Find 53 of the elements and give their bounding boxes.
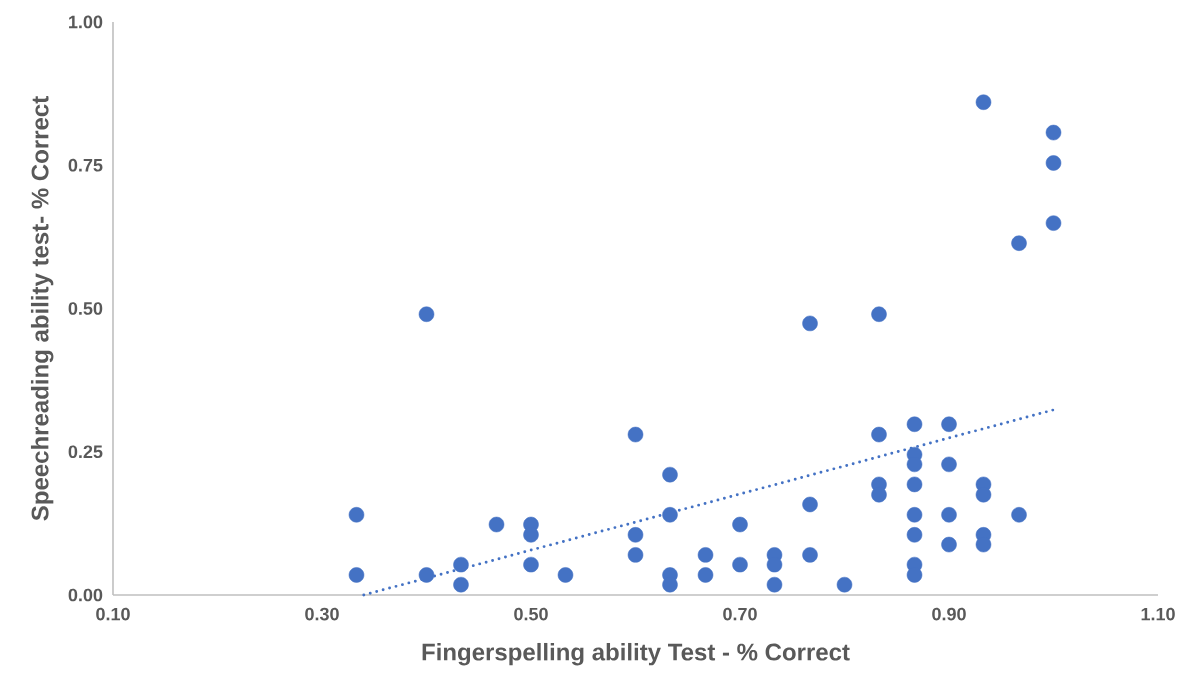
point	[523, 527, 539, 543]
point	[941, 416, 957, 432]
y-tick-label: 0.00	[68, 588, 103, 602]
point	[732, 516, 748, 533]
point	[1045, 215, 1062, 231]
point	[906, 527, 923, 543]
x-tick-label: 0.30	[305, 607, 339, 621]
point	[941, 507, 957, 523]
point	[662, 466, 678, 483]
point	[348, 507, 365, 523]
x-axis-title: Fingerspelling ability Test - % Correct	[422, 642, 850, 666]
point	[488, 516, 505, 533]
point	[802, 496, 818, 513]
point	[871, 426, 887, 443]
point	[453, 556, 469, 573]
y-tick-label: 0.50	[68, 302, 103, 315]
x-tick-label: 0.90	[932, 607, 966, 621]
x-tick-label: 1.10	[1141, 607, 1175, 621]
point	[941, 536, 957, 553]
point	[627, 547, 644, 563]
point	[975, 94, 992, 110]
point	[627, 426, 644, 443]
point	[906, 507, 923, 523]
y-tick-label: 0.25	[68, 445, 103, 459]
point	[836, 576, 853, 593]
point	[1045, 155, 1062, 171]
x-tick-label: 0.70	[723, 607, 757, 621]
point	[627, 527, 644, 543]
point	[1011, 235, 1027, 251]
x-tick-label: 0.10	[96, 607, 130, 621]
point	[941, 456, 957, 473]
point	[418, 567, 435, 583]
point	[453, 576, 469, 593]
point	[732, 556, 748, 573]
point	[802, 547, 818, 563]
x-tick-label: 0.50	[514, 607, 548, 621]
y-tick-label: 1.00	[69, 15, 103, 29]
point	[348, 567, 365, 583]
y-axis-title: Speechreading ability test- % Correct	[30, 96, 54, 521]
point	[1045, 124, 1062, 141]
point	[766, 576, 783, 593]
point	[523, 556, 539, 573]
point	[1011, 507, 1027, 523]
point	[906, 416, 923, 432]
point	[662, 507, 678, 523]
point	[697, 567, 714, 583]
point	[906, 476, 923, 493]
point	[871, 306, 887, 322]
point	[418, 306, 435, 322]
point	[557, 567, 574, 583]
y-tick-label: 0.75	[68, 158, 103, 172]
point	[697, 547, 714, 563]
point	[802, 315, 818, 332]
